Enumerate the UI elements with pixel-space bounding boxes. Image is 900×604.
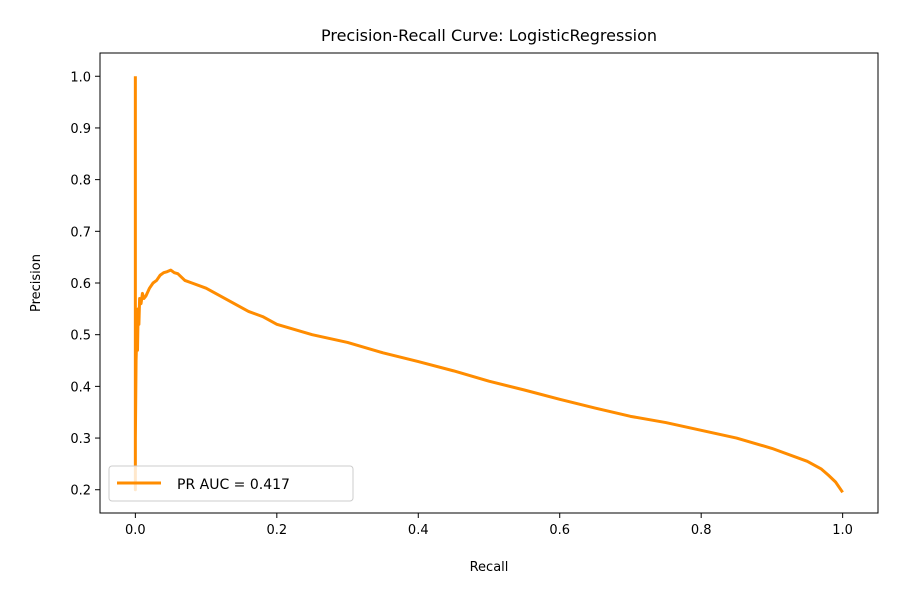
y-tick-label: 1.0 — [70, 70, 91, 85]
y-tick-label: 0.3 — [70, 432, 91, 447]
y-tick-label: 0.9 — [70, 122, 91, 137]
legend-box — [108, 465, 354, 502]
y-tick-label: 0.4 — [70, 380, 91, 395]
y-tick-label: 0.8 — [70, 174, 91, 189]
y-axis-ticks: 0.2 0.3 0.4 0.5 0.6 0.7 0.8 0.9 1.0 — [70, 70, 100, 499]
plot-series — [133, 76, 844, 494]
y-tick-label: 0.7 — [70, 225, 91, 240]
y-tick-label: 0.6 — [70, 277, 91, 292]
legend-label: PR AUC = 0.417 — [177, 477, 290, 493]
x-tick-label: 0.6 — [549, 523, 570, 538]
legend: PR AUC = 0.417 — [108, 465, 354, 502]
x-axis-ticks: 0.0 0.2 0.4 0.6 0.8 1.0 — [125, 513, 853, 538]
x-tick-label: 0.4 — [408, 523, 429, 538]
y-axis-label: Precision — [29, 254, 44, 312]
x-tick-label: 1.0 — [832, 523, 853, 538]
x-tick-label: 0.2 — [266, 523, 287, 538]
chart-title: Precision-Recall Curve: LogisticRegressi… — [321, 26, 657, 45]
x-tick-label: 0.8 — [691, 523, 712, 538]
plot-frame — [99, 52, 879, 514]
x-axis-label: Recall — [470, 560, 509, 575]
y-tick-label: 0.2 — [70, 484, 91, 499]
y-tick-label: 0.5 — [70, 329, 91, 344]
x-tick-label: 0.0 — [125, 523, 146, 538]
pr-curve-line — [133, 76, 844, 494]
